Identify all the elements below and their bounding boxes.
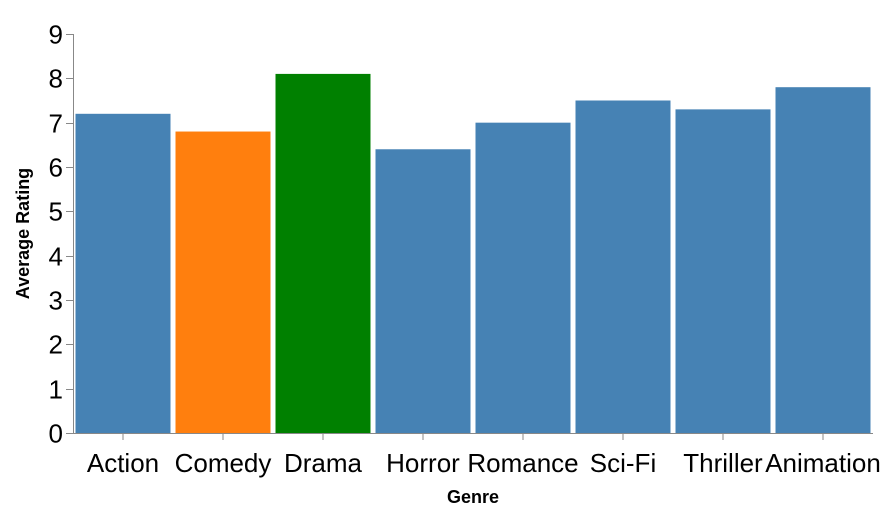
y-tick-label-8: 8 — [49, 64, 63, 94]
x-tick-label-horror: Horror — [386, 448, 460, 478]
bar-action — [75, 113, 171, 434]
y-tick-label-9: 9 — [49, 20, 63, 50]
bar-animation — [775, 87, 871, 433]
x-axis: Action Comedy Drama Horror Romance Sci-Fi Thri… — [73, 433, 881, 478]
y-tick-label-3: 3 — [49, 286, 63, 316]
x-tick-label-animation: Animation — [765, 448, 881, 478]
x-tick-label-romance: Romance — [467, 448, 578, 478]
y-tick-label-4: 4 — [49, 242, 63, 272]
x-axis-title: Genre — [447, 487, 499, 507]
y-tick-label-0: 0 — [49, 419, 63, 449]
y-tick-label-5: 5 — [49, 197, 63, 227]
y-tick-label-1: 1 — [49, 375, 63, 405]
y-tick-label-7: 7 — [49, 109, 63, 139]
bar-drama — [275, 73, 371, 434]
x-tick-label-drama: Drama — [284, 448, 363, 478]
x-tick-label-sci-fi: Sci-Fi — [590, 448, 656, 478]
bar-horror — [375, 149, 471, 433]
y-tick-label-2: 2 — [49, 330, 63, 360]
y-axis: 0 1 2 3 4 5 6 7 8 9 — [49, 20, 74, 449]
bar-comedy — [175, 131, 271, 434]
x-tick-label-thriller: Thriller — [683, 448, 763, 478]
bar-sci-fi — [575, 100, 671, 433]
bar-thriller — [675, 109, 771, 433]
y-tick-label-6: 6 — [49, 153, 63, 183]
x-tick-label-comedy: Comedy — [175, 448, 272, 478]
bars-group — [75, 73, 871, 434]
x-tick-label-action: Action — [87, 448, 159, 478]
bar-romance — [475, 122, 571, 434]
y-axis-title: Average Rating — [13, 168, 33, 299]
